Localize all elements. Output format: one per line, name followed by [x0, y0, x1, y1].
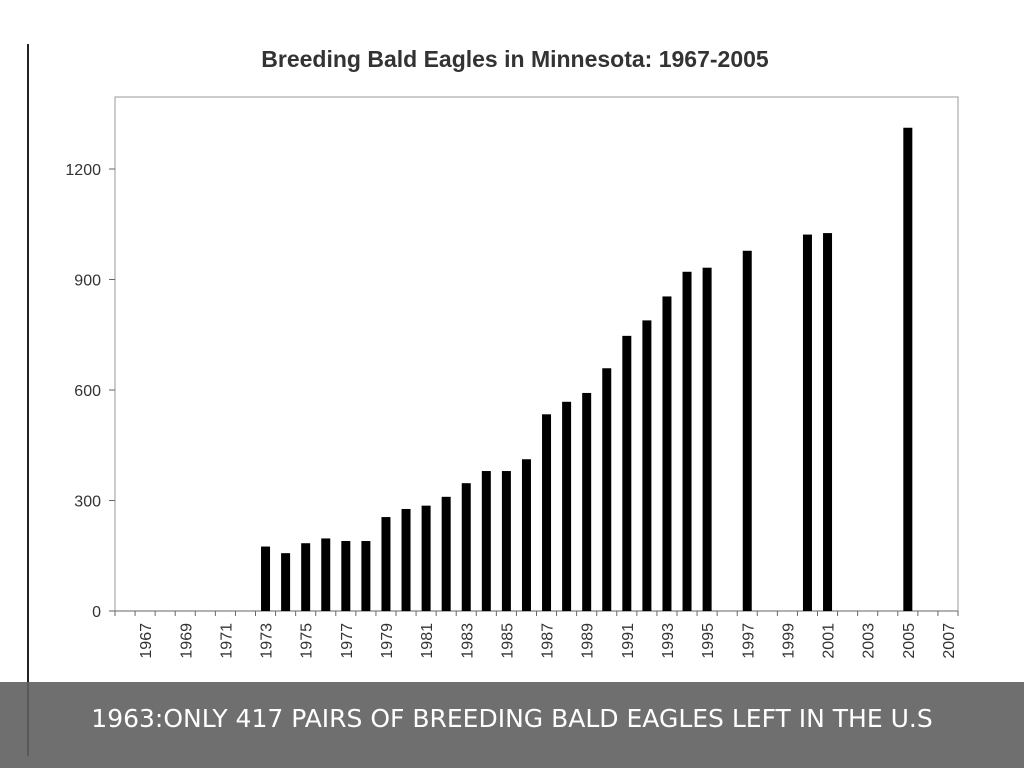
bar-1997	[742, 250, 752, 611]
bar-1992	[642, 320, 652, 611]
y-tick-label: 900	[74, 273, 101, 290]
caption-text: 1963:ONLY 417 PAIRS OF BREEDING BALD EAG…	[91, 704, 933, 733]
x-tick-label: 1989	[580, 623, 597, 659]
x-tick-label: 1995	[700, 623, 717, 659]
bar-1986	[521, 459, 531, 611]
bar-1979	[381, 517, 391, 611]
y-axis: 0 300 600 900 1200	[65, 162, 115, 621]
bar-1990	[602, 368, 612, 611]
x-axis: 1967 1969 1971 1973 1975 1977 1979 1981 1983 1985…	[114, 610, 959, 659]
bar-1974	[281, 553, 291, 611]
x-tick-label: 2005	[901, 623, 918, 659]
x-tick-label: 1981	[419, 623, 436, 659]
x-tick-label: 1991	[620, 623, 637, 659]
x-tick-label: 1987	[540, 623, 557, 659]
bar-1973	[261, 546, 271, 611]
y-tick-label: 300	[74, 494, 101, 511]
y-tick-label: 600	[74, 383, 101, 400]
bar-1984	[481, 471, 491, 611]
x-tick-label: 1999	[780, 623, 797, 659]
slide-left-rule	[27, 44, 29, 756]
x-tick-label: 1967	[138, 623, 155, 659]
bar-2000	[802, 234, 812, 611]
y-tick-label: 0	[92, 604, 101, 621]
x-tick-label: 1973	[259, 623, 276, 659]
x-tick-label: 2001	[821, 623, 838, 659]
x-tick-label: 2007	[941, 623, 958, 659]
bar-1983	[461, 483, 471, 611]
caption-bar	[0, 682, 1024, 768]
bar-1987	[542, 414, 552, 611]
x-tick-label: 1975	[299, 623, 316, 659]
chart-title: Breeding Bald Eagles in Minnesota: 1967-…	[261, 46, 769, 72]
bar-1991	[622, 335, 632, 611]
bars	[261, 127, 913, 611]
x-tick-label: 1969	[178, 623, 195, 659]
bar-1975	[301, 543, 311, 611]
x-tick-label: 2003	[861, 623, 878, 659]
y-tick-label: 1200	[65, 162, 101, 179]
x-tick-label: 1993	[660, 623, 677, 659]
x-tick-label: 1971	[218, 623, 235, 659]
bar-1994	[682, 271, 692, 611]
x-tick-label: 1985	[499, 623, 516, 659]
x-tick-label: 1979	[379, 623, 396, 659]
x-tick-label: 1997	[740, 623, 757, 659]
x-tick-label: 1983	[459, 623, 476, 659]
x-tick-label: 1977	[339, 623, 356, 659]
bar-1982	[441, 496, 451, 611]
bar-2001	[823, 233, 833, 611]
bar-1989	[582, 392, 592, 611]
bar-1981	[421, 505, 431, 611]
bar-1976	[321, 538, 331, 611]
bar-2005	[903, 127, 913, 611]
bar-1978	[361, 541, 371, 611]
bar-1980	[401, 508, 411, 611]
bar-1988	[562, 401, 572, 611]
bar-1985	[501, 471, 511, 611]
bar-1995	[702, 267, 712, 611]
bar-1977	[341, 541, 351, 611]
bar-1993	[662, 296, 672, 611]
